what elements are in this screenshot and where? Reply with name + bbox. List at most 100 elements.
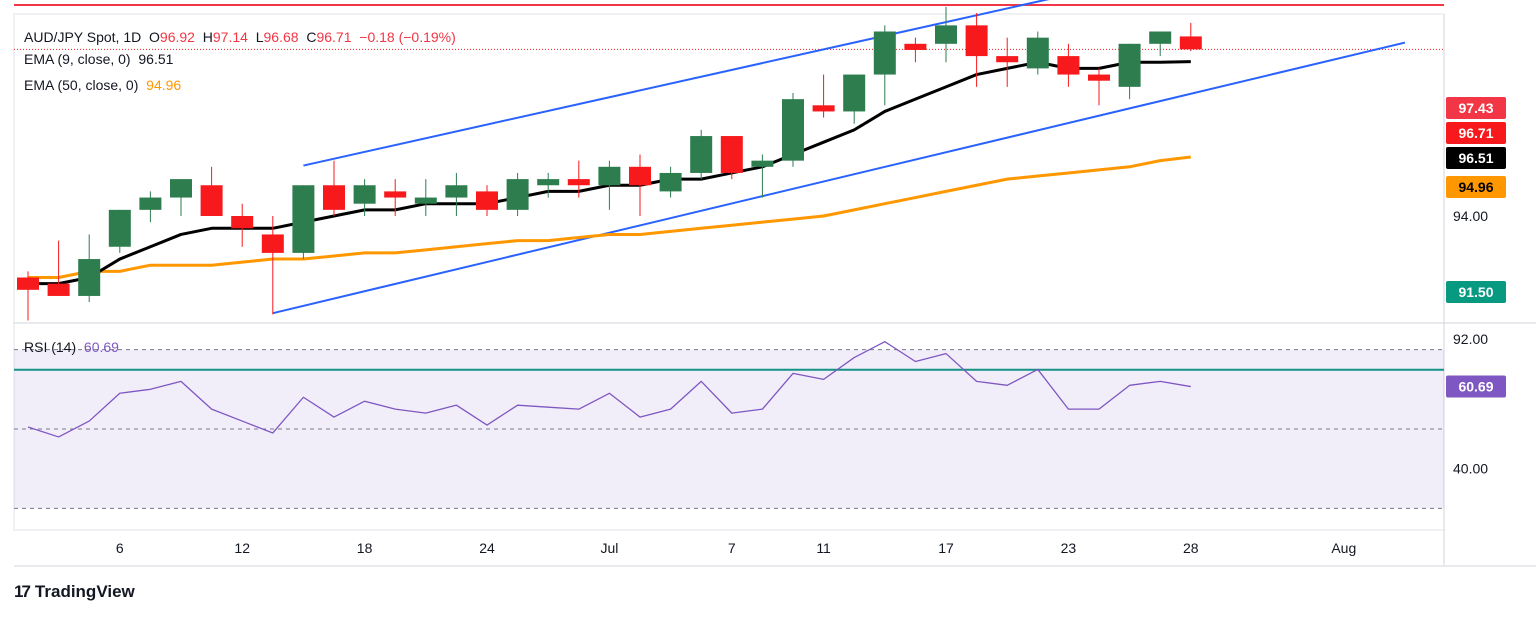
low-value: 96.68 — [263, 29, 299, 45]
price-tag: 97.43 — [1446, 97, 1506, 119]
candle — [751, 154, 774, 198]
candle-body — [353, 185, 376, 204]
candle — [139, 191, 162, 223]
time-tick-label: 12 — [234, 540, 250, 556]
price-tag: 94.96 — [1446, 176, 1506, 198]
candle-body — [476, 191, 498, 210]
rsi-legend: RSI (14) 60.69 — [24, 338, 119, 356]
candle — [170, 179, 192, 216]
tradingview-logo-icon: 17 — [14, 582, 31, 601]
candle-body — [1149, 31, 1172, 44]
candle-body — [537, 179, 560, 186]
candle — [200, 166, 223, 216]
price-tick-label: 94.00 — [1453, 208, 1488, 224]
candle — [231, 203, 254, 247]
candle-body — [873, 31, 896, 75]
candle — [476, 185, 498, 216]
candle-body — [384, 191, 407, 198]
time-tick-label: 11 — [816, 540, 831, 556]
candle — [292, 185, 315, 260]
candle — [965, 13, 988, 87]
time-tick-label: Jul — [600, 540, 618, 556]
candle-body — [78, 259, 101, 296]
candle — [1057, 43, 1080, 87]
open-label: O — [149, 29, 160, 45]
rsi-tag: 60.69 — [1446, 375, 1506, 398]
price-tag: 96.51 — [1446, 147, 1506, 169]
candle-body — [598, 166, 621, 186]
candle — [445, 172, 468, 216]
candle — [1149, 31, 1172, 57]
price-tag-box — [1446, 147, 1506, 169]
price-tag-text: 91.50 — [1458, 284, 1493, 300]
candle-body — [414, 197, 437, 204]
price-tag-text: 97.43 — [1458, 100, 1493, 116]
candle — [1088, 68, 1110, 106]
ema50-value: 94.96 — [146, 77, 182, 93]
rsi-tick-label: 40.00 — [1453, 461, 1488, 477]
channel-upper-line — [303, 0, 1050, 167]
price-tag-text: 94.96 — [1458, 179, 1493, 195]
ema50-label: EMA (50, close, 0) — [24, 77, 139, 93]
price-tag-text: 96.71 — [1458, 125, 1493, 141]
chart-frame — [13, 13, 1536, 567]
low-label: L — [255, 29, 264, 45]
ema50-line — [28, 155, 1191, 279]
candle-body — [261, 234, 284, 253]
candle — [537, 172, 560, 198]
candle — [873, 25, 896, 106]
tradingview-logo[interactable]: 17 TradingView — [14, 582, 135, 602]
time-tick-label: 18 — [357, 540, 373, 556]
candle-body — [231, 216, 254, 229]
candle-body — [323, 185, 345, 210]
high-label: H — [202, 29, 213, 45]
candle — [108, 209, 131, 253]
candle — [629, 154, 651, 216]
time-tick-label: 17 — [938, 540, 954, 556]
candle — [690, 129, 713, 180]
candle-body — [170, 179, 192, 198]
rsi-value: 60.69 — [83, 339, 119, 355]
candle-body — [904, 43, 927, 50]
candle-body — [139, 197, 162, 210]
logo-text: TradingView — [34, 582, 135, 601]
symbol-label: AUD/JPY Spot, 1D — [24, 29, 142, 45]
candle — [506, 172, 529, 216]
candle — [78, 234, 101, 303]
change-value: −0.18 (−0.19%) — [359, 29, 456, 45]
candle — [414, 179, 437, 216]
candle-body — [629, 166, 651, 186]
price-tick-label: 92.00 — [1453, 331, 1488, 347]
candle — [1179, 22, 1202, 52]
channel-lower-line — [272, 41, 1406, 315]
candle — [812, 74, 835, 118]
candle — [720, 136, 743, 180]
price-tag: 91.50 — [1446, 281, 1506, 303]
candle — [353, 179, 376, 216]
ema9-label: EMA (9, close, 0) — [24, 51, 131, 67]
ema9-value: 96.51 — [138, 51, 174, 67]
time-tick-label: 28 — [1183, 540, 1199, 556]
candle — [1118, 43, 1141, 100]
candle-body — [506, 179, 529, 210]
candle — [384, 179, 407, 216]
price-tag-box — [1446, 122, 1506, 144]
candle-body — [690, 136, 713, 173]
candle — [782, 93, 804, 167]
time-tick-label: 7 — [728, 540, 736, 556]
price-tag-box — [1446, 97, 1506, 119]
price-tag-text: 96.51 — [1458, 150, 1493, 166]
candle-body — [659, 172, 682, 192]
time-tick-label: Aug — [1331, 540, 1356, 556]
candle-body — [843, 74, 866, 112]
candle — [843, 74, 866, 124]
candle-body — [445, 185, 468, 198]
candle-body — [108, 209, 131, 247]
close-label: C — [306, 29, 317, 45]
ema9-legend: EMA (9, close, 0) 96.51 — [24, 50, 173, 68]
candle-body — [935, 25, 957, 44]
candle — [1026, 31, 1049, 75]
time-tick-label: 24 — [479, 540, 495, 556]
candle — [904, 37, 927, 63]
